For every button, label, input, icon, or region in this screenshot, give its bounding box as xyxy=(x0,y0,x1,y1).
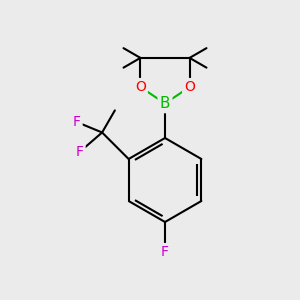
Text: O: O xyxy=(135,80,146,94)
Text: O: O xyxy=(184,80,195,94)
Text: F: F xyxy=(76,145,84,159)
Text: F: F xyxy=(161,245,169,259)
Text: F: F xyxy=(73,115,81,129)
Text: B: B xyxy=(160,96,170,111)
